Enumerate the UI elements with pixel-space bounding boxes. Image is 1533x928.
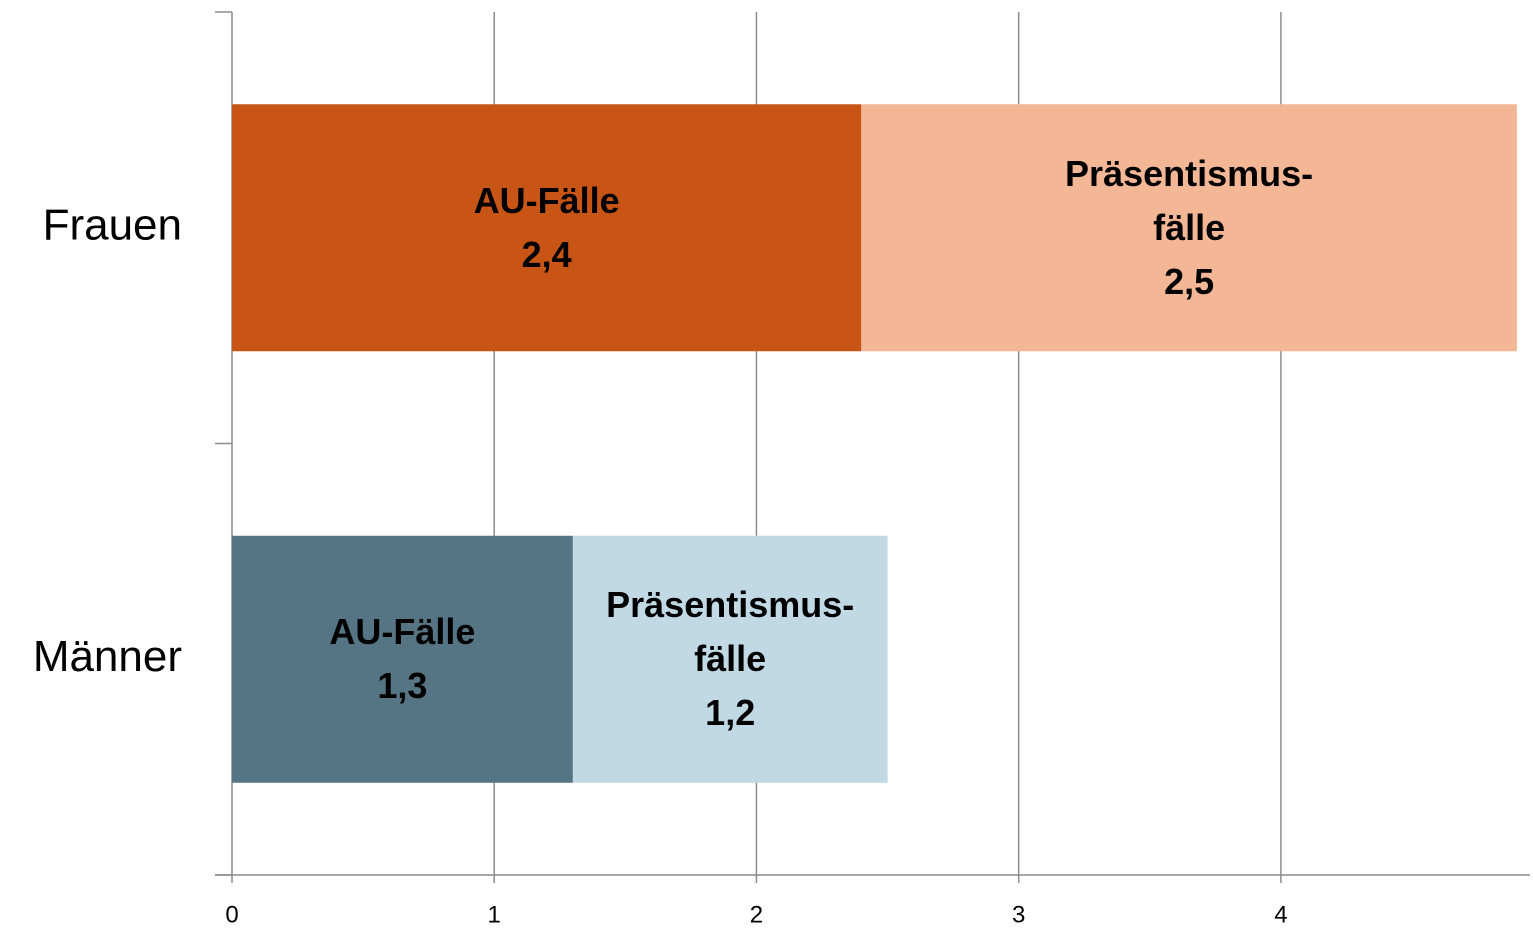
x-tick-label: 4 [1274,901,1287,928]
value-label: 1,3 [377,665,428,707]
bar-label-box: Präsentismus- fälle 2,5 [861,104,1517,351]
x-tick-label: 1 [488,901,501,928]
bar-segment [861,104,1517,352]
bar-label-box: Präsentismus- fälle 1,2 [573,536,888,783]
bar-segment [232,535,573,783]
bar-label: AU-Fälle 1,3 [232,536,573,783]
category-label: Frauen [43,200,182,249]
series-label: AU-Fälle [329,611,476,653]
value-label: 1,2 [705,692,756,734]
value-label: 2,4 [521,233,572,275]
series-label: Präsentismus- fälle [1065,152,1314,248]
bar-segment [572,535,888,783]
series-label: Präsentismus- fälle [606,584,855,680]
x-tick-label: 0 [225,901,238,928]
value-label: 2,5 [1164,260,1215,302]
bar-label-box: AU-Fälle 1,3 [232,536,573,783]
category-label: Männer [33,632,182,681]
bar-label: Präsentismus- fälle 2,5 [861,104,1517,351]
bar-label-box: AU-Fälle 2,4 [232,104,861,351]
bar-segment [232,104,862,352]
bar-label: Präsentismus- fälle 1,2 [573,536,888,783]
bar-label: AU-Fälle 2,4 [232,104,861,351]
x-tick-label: 3 [1012,901,1025,928]
x-tick-label: 2 [750,901,763,928]
series-label: AU-Fälle [473,179,620,221]
